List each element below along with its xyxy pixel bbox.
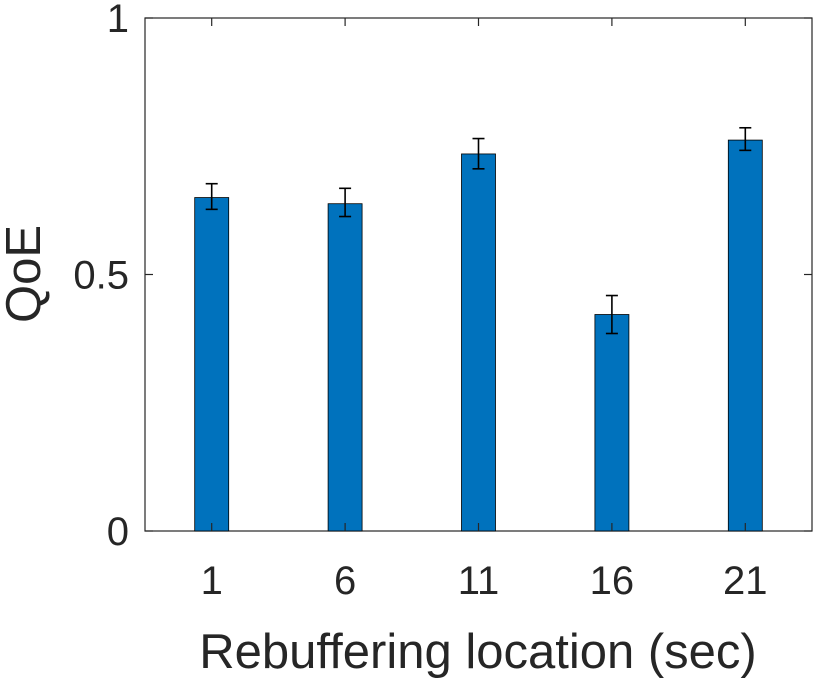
- bar-11: [461, 153, 496, 532]
- y-tick-label-0: 0: [107, 510, 129, 554]
- y-tick-label-1: 1: [107, 0, 129, 41]
- bar-16: [594, 314, 630, 532]
- x-tick-label-6: 6: [334, 559, 356, 603]
- x-tick-label-21: 21: [723, 559, 768, 603]
- bar-1: [194, 197, 230, 532]
- error-bars-group: [205, 126, 752, 335]
- y-tick-label-0.5: 0.5: [73, 254, 129, 298]
- bar-21: [727, 139, 763, 532]
- x-axis-label: Rebuffering location (sec): [199, 625, 756, 679]
- x-tick-label-1: 1: [201, 559, 223, 603]
- x-tick-label-11: 11: [458, 559, 500, 603]
- bars-group: [194, 139, 763, 532]
- x-tick-label-16: 16: [590, 559, 635, 603]
- y-axis-label: QoE: [0, 225, 51, 323]
- bar-6: [327, 203, 363, 532]
